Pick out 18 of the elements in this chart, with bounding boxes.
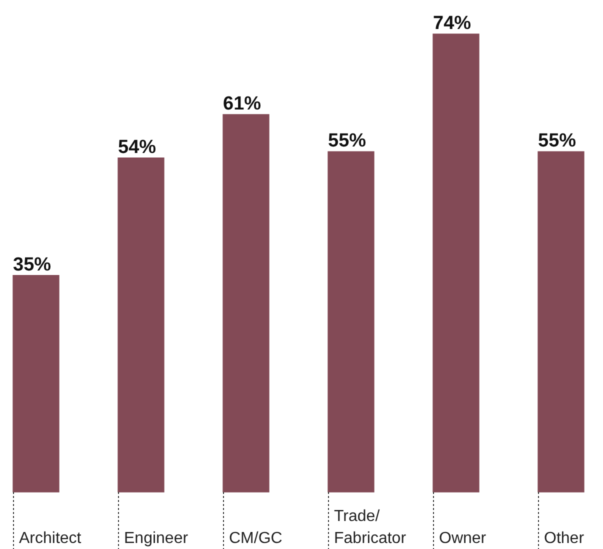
data-label: 61% — [223, 93, 262, 114]
data-label: 74% — [433, 13, 472, 34]
x-tick-label: Engineer — [124, 530, 189, 547]
bar — [118, 157, 164, 492]
data-label: 55% — [538, 130, 576, 152]
bar — [328, 151, 374, 492]
bar — [538, 151, 584, 492]
bar — [222, 114, 270, 492]
bar — [432, 34, 480, 492]
x-tick-label: Owner — [439, 530, 487, 547]
data-label: 35% — [13, 254, 52, 276]
x-tick-label: Other — [544, 530, 585, 547]
data-label: 55% — [328, 130, 366, 152]
x-tick-label: Trade/Fabricator — [334, 508, 407, 547]
bar — [12, 275, 60, 492]
x-tick-label: CM/GC — [229, 530, 282, 547]
x-tick-label: Architect — [19, 530, 82, 547]
data-label: 54% — [118, 136, 156, 158]
